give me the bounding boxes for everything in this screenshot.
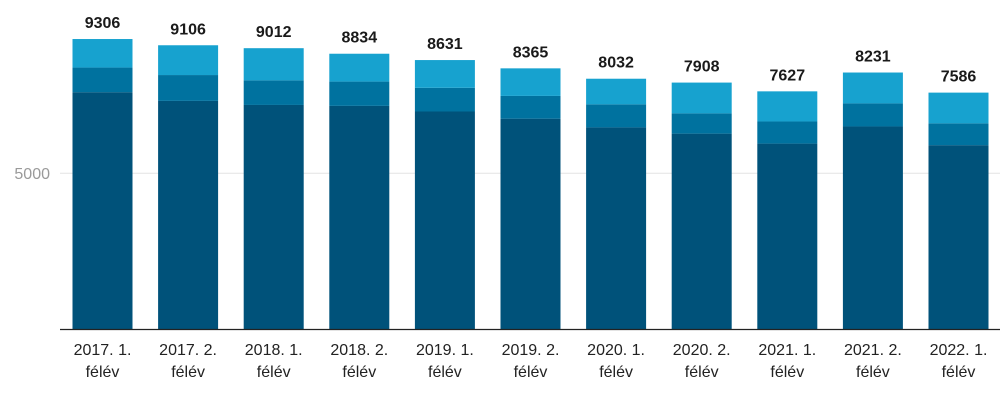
bar-segment-series-2: [243, 80, 304, 105]
bar-segment-series-3: [671, 82, 732, 114]
x-tick-label: 2020. 2.: [673, 342, 731, 359]
bar-segment-series-3: [329, 53, 390, 82]
total-label: 7908: [684, 59, 720, 76]
x-tick-label: félév: [514, 364, 548, 381]
bar-segment-series-2: [158, 75, 219, 101]
y-tick-label: 5000: [14, 166, 50, 183]
bar-segment-series-1: [158, 100, 219, 329]
x-tick-label: félév: [342, 364, 376, 381]
bar-segment-series-3: [414, 60, 475, 88]
bar-segment-series-2: [414, 87, 475, 112]
x-tick-label: félév: [86, 364, 120, 381]
bar-segment-series-1: [72, 92, 133, 330]
x-tick-label: 2017. 2.: [159, 342, 217, 359]
total-label: 8631: [427, 36, 463, 53]
bar-segment-series-3: [243, 48, 304, 81]
bar-segment-series-2: [500, 95, 561, 119]
total-label: 9306: [85, 15, 121, 32]
x-tick-label: félév: [428, 364, 462, 381]
bar-segment-series-3: [586, 78, 647, 105]
bar-segment-series-1: [842, 126, 903, 330]
x-axis: 2017. 1. félév 2017. 2. félév 2018. 1. félév 2…: [60, 328, 1000, 381]
bars: [72, 39, 989, 330]
x-tick-label: 2017. 1.: [74, 342, 132, 359]
x-tick-label: 2018. 2.: [330, 342, 388, 359]
bar-segment-series-1: [243, 104, 304, 330]
x-tick-label: félév: [257, 364, 291, 381]
total-label: 9012: [256, 24, 292, 41]
x-tick-label: 2019. 2.: [502, 342, 560, 359]
x-tick-label: félév: [599, 364, 633, 381]
bar-segment-series-3: [500, 68, 561, 96]
bar-segment-series-2: [671, 113, 732, 134]
total-label: 8231: [855, 49, 891, 66]
bar-segment-series-3: [72, 39, 133, 68]
total-label: 8834: [342, 30, 378, 47]
x-tick-label: 2022. 1.: [930, 342, 988, 359]
x-tick-label: félév: [685, 364, 719, 381]
bar-segment-series-2: [329, 81, 390, 106]
bar-segment-series-2: [72, 67, 133, 93]
bar-segment-series-3: [842, 72, 903, 104]
total-label: 7586: [941, 69, 977, 86]
x-tick-label: 2021. 2.: [844, 342, 902, 359]
x-tick-label: félév: [171, 364, 205, 381]
bar-segment-series-1: [500, 118, 561, 329]
bar-segment-series-1: [586, 127, 647, 329]
total-labels: 9306 9106 9012 8834 8631 8365 8032 7908 7627 8231…: [85, 15, 977, 86]
bar-segment-series-3: [158, 45, 219, 76]
total-label: 8032: [598, 55, 634, 72]
bar-segment-series-3: [757, 91, 818, 122]
bar-segment-series-2: [586, 104, 647, 128]
bar-segment-series-2: [842, 103, 903, 127]
bar-segment-series-2: [928, 123, 989, 146]
x-tick-label: félév: [942, 364, 976, 381]
total-label: 9106: [170, 21, 206, 38]
x-tick-label: 2018. 1.: [245, 342, 303, 359]
bar-segment-series-1: [414, 111, 475, 329]
total-label: 7627: [770, 67, 806, 84]
x-tick-label: 2020. 1.: [587, 342, 645, 359]
y-axis: 5000: [14, 166, 50, 183]
bar-segment-series-2: [757, 121, 818, 144]
bar-segment-series-1: [757, 143, 818, 329]
x-tick-label: 2021. 1.: [758, 342, 816, 359]
x-tick-label: félév: [856, 364, 890, 381]
x-tick-label: félév: [770, 364, 804, 381]
bar-segment-series-1: [329, 105, 390, 329]
bar-segment-series-3: [928, 92, 989, 124]
bar-segment-series-1: [928, 145, 989, 329]
bar-segment-series-1: [671, 133, 732, 329]
x-tick-label: 2019. 1.: [416, 342, 474, 359]
total-label: 8365: [513, 44, 549, 61]
